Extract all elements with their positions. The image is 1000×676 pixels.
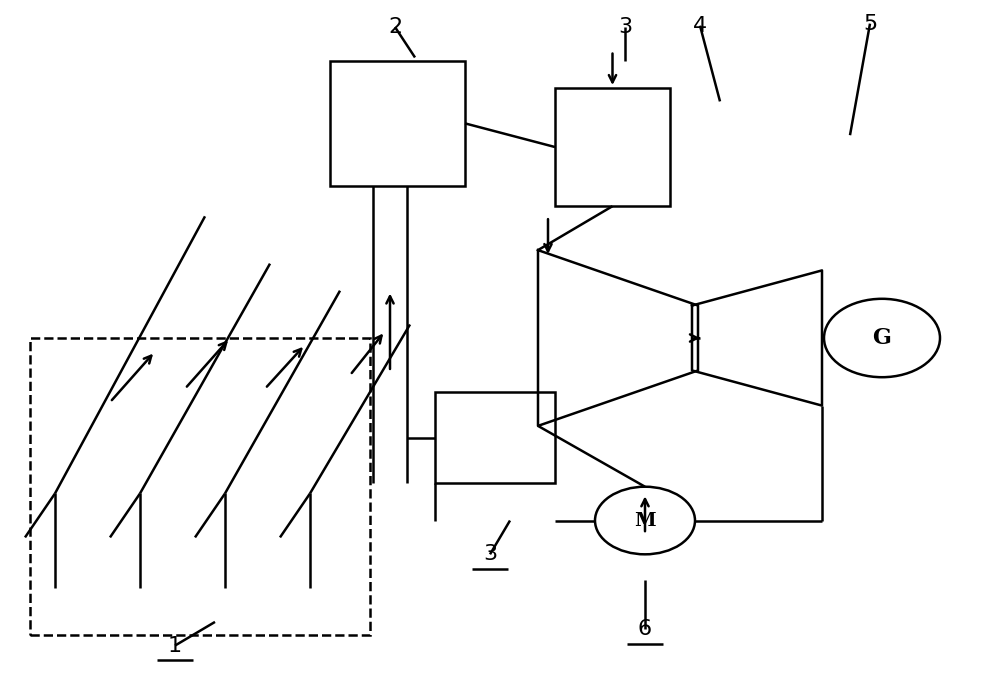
Text: 3: 3: [618, 17, 632, 37]
Text: M: M: [634, 512, 656, 529]
Text: 4: 4: [693, 16, 707, 36]
Text: G: G: [873, 327, 891, 349]
Text: 1: 1: [168, 635, 182, 656]
Text: 2: 2: [388, 17, 402, 37]
Bar: [435, 392, 555, 483]
Text: 5: 5: [863, 14, 877, 34]
Bar: [330, 61, 465, 186]
Bar: [30, 338, 370, 635]
Text: 3: 3: [483, 544, 497, 564]
Bar: [555, 88, 670, 206]
Text: 6: 6: [638, 619, 652, 639]
